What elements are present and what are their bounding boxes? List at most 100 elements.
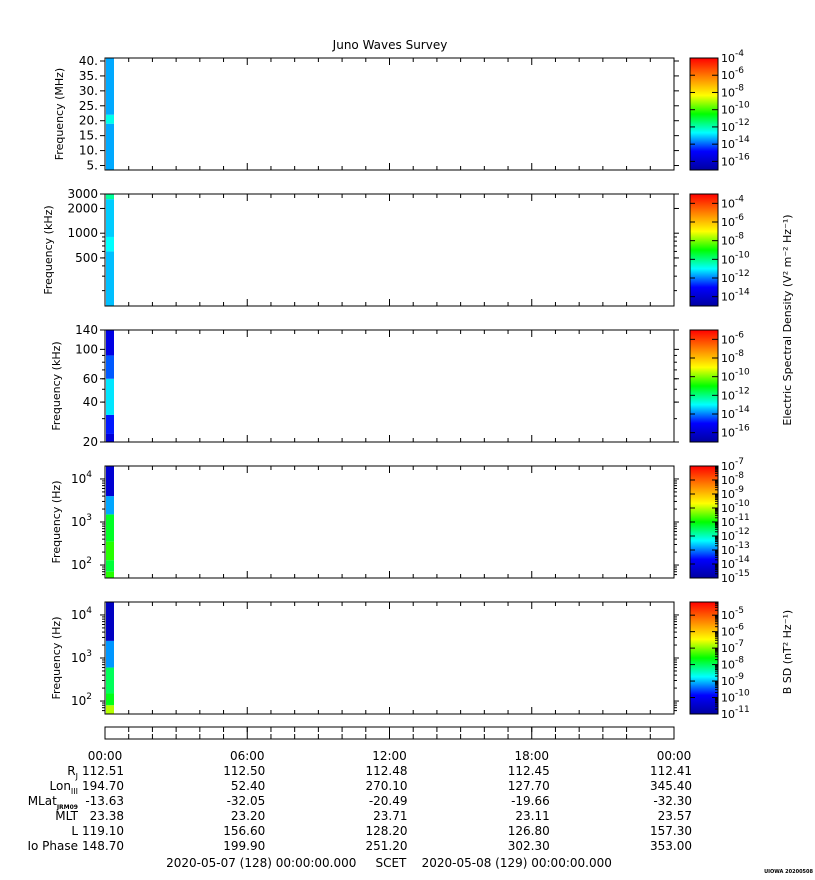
colorbar-tick-label: 10-14 [721, 405, 750, 421]
panel-frame [104, 193, 675, 307]
ephemeris-label: LonIII [50, 779, 79, 796]
ephemeris-value: 23.20 [231, 809, 265, 823]
colorbar-tick-label: 10-16 [721, 424, 750, 440]
y-tick-label: 35. [79, 69, 98, 83]
ephemeris-value: 194.70 [82, 779, 124, 793]
colorbar-tick-label: 10-14 [721, 135, 750, 151]
spectro-cell-3-4 [106, 355, 114, 379]
spectro-cell-5-4 [106, 640, 114, 668]
ephemeris-value: 157.30 [650, 824, 692, 838]
y-tick-label: 25. [79, 99, 98, 113]
y-axis-label: Frequency (Hz) [50, 481, 63, 564]
ephemeris-value: 23.11 [515, 809, 549, 823]
spectro-cell-4-5 [106, 496, 114, 515]
colorbar-tick-label: 10-6 [721, 213, 744, 229]
colorbar-tick-label: 10-4 [721, 49, 744, 65]
y-tick-label: 104 [71, 606, 92, 622]
spectro-cell-4-2 [106, 560, 114, 572]
spectro-cell-1-2 [106, 114, 114, 124]
ephemeris-value: -20.49 [369, 794, 408, 808]
ephemeris-label: RJ [67, 764, 78, 781]
y-axis-label: Frequency (kHz) [50, 341, 63, 430]
y-tick-label: 103 [71, 649, 92, 665]
colorbar-tick-label: 10-6 [721, 330, 744, 346]
ephemeris-value: 128.20 [366, 824, 408, 838]
colorbar-tick-label: 10-11 [721, 705, 750, 721]
colorbar [689, 57, 719, 171]
y-tick-label: 104 [71, 470, 92, 486]
spectro-cell-2-3 [106, 199, 114, 237]
spectro-cell-4-1 [106, 571, 114, 578]
y-tick-label: 40 [83, 395, 98, 409]
y-tick-label: 30. [79, 84, 98, 98]
ephemeris-value: 23.57 [658, 809, 692, 823]
y-tick-label: 10. [79, 144, 98, 158]
colorbar-tick-label: 10-7 [721, 639, 744, 655]
ephemeris-value: 127.70 [508, 779, 550, 793]
spectro-cell-4-3 [106, 541, 114, 561]
spectro-cell-2-2 [106, 236, 114, 252]
y-axis-label: Frequency (MHz) [53, 68, 66, 160]
ephemeris-value: 112.45 [508, 764, 550, 778]
ephemeris-value: -19.66 [511, 794, 550, 808]
y-tick-label: 5. [87, 159, 98, 173]
electric-density-label: Electric Spectral Density (V² m⁻² Hz⁻¹) [781, 214, 794, 425]
colorbar-tick-label: 10-6 [721, 623, 744, 639]
time-label: 00:00 [657, 749, 692, 763]
spectro-cell-5-2 [106, 693, 114, 706]
ephemeris-value: -32.05 [227, 794, 266, 808]
ephemeris-value: 270.10 [366, 779, 408, 793]
y-tick-label: 500 [75, 251, 98, 265]
ephemeris-value: 112.50 [223, 764, 265, 778]
spectro-cell-3-3 [106, 378, 114, 415]
y-tick-label: 1000 [67, 226, 98, 240]
colorbar-tick-label: 10-8 [721, 349, 744, 365]
ephemeris-label: MLT [55, 809, 78, 823]
spectro-cell-5-5 [106, 602, 114, 641]
colorbar-tick-label: 10-8 [721, 656, 744, 672]
colorbar-tick-label: 10-12 [721, 269, 750, 285]
ephemeris-value: 112.41 [650, 764, 692, 778]
colorbar-tick-label: 10-12 [721, 118, 750, 134]
colorbar-tick-label: 10-15 [721, 569, 750, 585]
time-label: 12:00 [372, 749, 407, 763]
ephemeris-value: 199.90 [223, 839, 265, 853]
y-axis-label: Frequency (Hz) [50, 617, 63, 700]
y-axis-label: Frequency (kHz) [42, 205, 55, 294]
y-tick-label: 20. [79, 114, 98, 128]
ephemeris-value: 353.00 [650, 839, 692, 853]
panel-frame [104, 601, 675, 715]
ephemeris-label: L [71, 824, 78, 838]
y-tick-label: 102 [71, 692, 92, 708]
ephemeris-value: 126.80 [508, 824, 550, 838]
colorbar-tick-label: 10-10 [721, 250, 750, 266]
colorbar [689, 601, 719, 715]
spectro-cell-2-4 [106, 194, 114, 200]
ephemeris-value: -32.30 [653, 794, 692, 808]
y-tick-label: 100 [75, 342, 98, 356]
colorbar-tick-label: 10-10 [721, 689, 750, 705]
colorbar-tick-label: 10-6 [721, 66, 744, 82]
colorbar-tick-label: 10-12 [721, 386, 750, 402]
colorbar-tick-label: 10-8 [721, 232, 744, 248]
time-label: 00:00 [88, 749, 123, 763]
spectro-cell-2-1 [106, 251, 114, 306]
time-label: 06:00 [230, 749, 265, 763]
ephemeris-value: 23.71 [373, 809, 407, 823]
spectro-cell-4-4 [106, 514, 114, 542]
y-tick-label: 103 [71, 513, 92, 529]
ephemeris-value: 112.51 [82, 764, 124, 778]
spectro-cell-3-5 [106, 330, 114, 356]
spectro-cell-3-2 [106, 414, 114, 434]
colorbar-tick-label: 10-16 [721, 152, 750, 168]
y-tick-label: 140 [75, 323, 98, 337]
colorbar-tick-label: 10-10 [721, 101, 750, 117]
panel-3: 20 40 60 100 140 Frequency (kHz) 10-6 10-8 10-10… [50, 323, 750, 449]
colorbar [689, 329, 719, 443]
colorbar-tick-label: 10-8 [721, 83, 744, 99]
spectro-cell-5-3 [106, 667, 114, 694]
chart-title: Juno Waves Survey [332, 38, 448, 52]
